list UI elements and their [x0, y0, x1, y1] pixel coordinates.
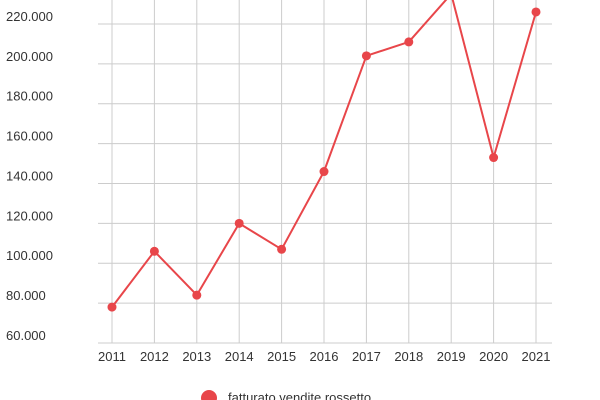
data-point [107, 302, 117, 312]
legend-label: fatturato vendite rossetto [228, 390, 371, 400]
x-tick-label: 2013 [182, 349, 211, 364]
x-axis-ticks: 2011 2012 2013 2014 2015 2016 2017 2018 2019 2020… [98, 349, 550, 364]
y-tick-label: 220.000 [6, 9, 53, 24]
data-point [489, 153, 499, 163]
x-tick-label: 2018 [394, 349, 423, 364]
y-tick-label: 60.000 [6, 328, 46, 343]
legend-swatch [201, 390, 217, 400]
legend: fatturato vendite rossetto [201, 390, 371, 400]
y-tick-label: 160.000 [6, 129, 53, 144]
x-tick-label: 2019 [437, 349, 466, 364]
x-tick-label: 2021 [522, 349, 551, 364]
y-tick-label: 140.000 [6, 168, 53, 183]
x-tick-label: 2015 [267, 349, 296, 364]
data-point [319, 167, 329, 177]
y-tick-label: 180.000 [6, 89, 53, 104]
y-tick-label: 200.000 [6, 49, 53, 64]
data-point [404, 37, 414, 47]
x-tick-label: 2016 [310, 349, 339, 364]
x-tick-label: 2012 [140, 349, 169, 364]
data-point [361, 51, 371, 61]
y-tick-label: 80.000 [6, 288, 46, 303]
y-tick-label: 120.000 [6, 208, 53, 223]
x-tick-label: 2017 [352, 349, 381, 364]
data-point [234, 218, 244, 228]
x-tick-label: 2020 [479, 349, 508, 364]
x-tick-label: 2011 [98, 349, 126, 364]
x-tick-label: 2014 [225, 349, 254, 364]
series-layer [107, 0, 541, 312]
y-axis-ticks: 60.000 80.000 100.000 120.000 140.000 160.000… [6, 9, 53, 343]
data-point [149, 246, 159, 256]
gridlines [98, 0, 552, 344]
data-point [192, 290, 202, 300]
data-point [277, 244, 287, 254]
data-point [531, 7, 541, 17]
y-tick-label: 100.000 [6, 248, 53, 263]
